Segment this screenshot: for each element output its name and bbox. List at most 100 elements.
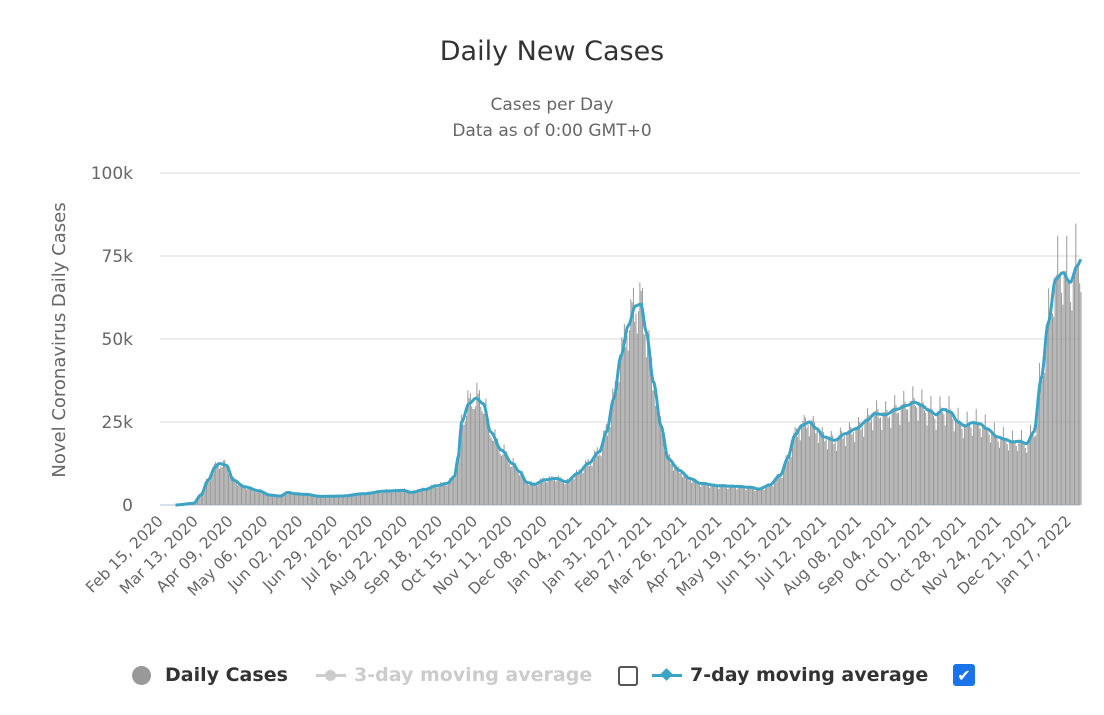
daily-case-bar: [745, 490, 747, 505]
daily-case-bar: [234, 479, 236, 505]
daily-case-bar: [1002, 427, 1004, 505]
daily-case-bar: [579, 474, 581, 505]
daily-case-bar: [484, 413, 486, 505]
daily-case-bar: [836, 451, 838, 505]
daily-case-bar: [230, 478, 232, 505]
daily-case-bar: [529, 484, 531, 505]
daily-case-bar: [415, 490, 417, 505]
daily-case-bar: [1052, 313, 1054, 505]
daily-case-bar: [852, 431, 854, 505]
daily-case-bar: [903, 390, 905, 505]
daily-case-bar: [781, 478, 783, 505]
daily-case-bar: [1009, 439, 1011, 505]
legend-item-7day-average[interactable]: 7-day moving average: [652, 658, 928, 692]
daily-case-bar: [722, 484, 724, 505]
daily-case-bar: [488, 418, 490, 505]
daily-case-bar: [428, 489, 430, 505]
daily-case-bar: [203, 490, 205, 505]
daily-case-bar: [597, 455, 599, 505]
daily-case-bar: [616, 393, 618, 505]
daily-case-bar: [886, 409, 888, 505]
daily-case-bar: [322, 495, 324, 505]
daily-case-bar: [779, 477, 781, 505]
3day-average-checkbox[interactable]: [618, 666, 638, 686]
daily-case-bar: [784, 461, 786, 505]
daily-case-bar: [965, 424, 967, 505]
daily-case-bar: [693, 477, 695, 505]
daily-case-bar: [940, 407, 942, 505]
daily-case-bar: [670, 463, 672, 505]
daily-case-bar: [380, 491, 382, 505]
daily-case-bar: [993, 422, 995, 505]
daily-case-bar: [288, 492, 290, 505]
legend-item-daily-cases[interactable]: Daily Cases: [132, 658, 288, 692]
daily-case-bar: [596, 447, 598, 505]
daily-case-bar: [565, 483, 567, 505]
daily-case-bar: [477, 393, 479, 505]
daily-case-bar: [1035, 435, 1037, 505]
daily-case-bar: [892, 407, 894, 505]
daily-case-bar: [860, 429, 862, 505]
daily-case-bar: [864, 419, 866, 505]
daily-case-bar: [338, 496, 340, 505]
daily-case-bar: [766, 484, 768, 505]
daily-case-bar: [345, 496, 347, 505]
daily-case-bar: [1072, 273, 1074, 505]
daily-case-bar: [409, 493, 411, 505]
y-tick-label: 25k: [102, 413, 134, 433]
daily-case-bar: [848, 422, 850, 505]
daily-case-bar: [538, 483, 540, 505]
daily-case-bar: [279, 495, 281, 505]
daily-case-bar: [914, 405, 916, 505]
legend-item-3day-average[interactable]: 3-day moving average: [316, 658, 592, 692]
daily-case-bar: [970, 427, 972, 505]
daily-case-bar: [494, 429, 496, 505]
daily-case-bar: [768, 483, 770, 505]
daily-case-bar: [641, 287, 643, 505]
daily-case-bar: [804, 417, 806, 505]
daily-case-bar: [890, 427, 892, 505]
daily-case-bar: [530, 480, 532, 505]
daily-case-bar: [255, 492, 257, 505]
daily-case-bar: [402, 491, 404, 505]
daily-case-bar: [973, 420, 975, 505]
7day-average-checkbox[interactable]: ✔: [953, 664, 975, 686]
daily-case-bar: [244, 486, 246, 505]
daily-case-bar: [833, 444, 835, 505]
daily-case-bar: [792, 440, 794, 505]
daily-case-bar: [1011, 430, 1013, 505]
daily-case-bar: [420, 491, 422, 505]
daily-case-bar: [233, 477, 235, 505]
daily-case-bar: [544, 481, 546, 505]
daily-case-bar: [323, 495, 325, 505]
daily-case-bar: [1024, 447, 1026, 505]
daily-case-bar: [958, 420, 960, 505]
daily-case-bar: [749, 485, 751, 505]
daily-case-bar: [807, 424, 809, 505]
daily-case-bar: [819, 430, 821, 505]
daily-case-bar: [577, 471, 579, 505]
daily-case-bar: [297, 493, 299, 505]
daily-case-bar: [526, 483, 528, 505]
daily-case-bar: [336, 497, 338, 505]
daily-case-bar: [272, 495, 274, 505]
daily-case-bar: [552, 480, 554, 505]
daily-case-bar: [718, 488, 720, 505]
daily-case-bar: [758, 487, 760, 505]
daily-case-bar: [612, 388, 614, 505]
daily-case-bar: [978, 424, 980, 505]
daily-case-bar: [413, 490, 415, 505]
daily-case-bar: [261, 491, 263, 505]
daily-case-bar: [780, 475, 782, 505]
daily-case-bar: [955, 417, 957, 505]
daily-case-bar: [794, 427, 796, 505]
daily-case-bar: [393, 491, 395, 505]
daily-case-bar: [378, 490, 380, 505]
daily-case-bar: [451, 475, 453, 505]
daily-case-bar: [676, 466, 678, 505]
daily-case-bar: [295, 492, 297, 505]
daily-case-bar: [325, 495, 327, 505]
daily-case-bar: [1033, 436, 1035, 505]
daily-case-bar: [370, 492, 372, 505]
daily-case-bar: [510, 466, 512, 505]
